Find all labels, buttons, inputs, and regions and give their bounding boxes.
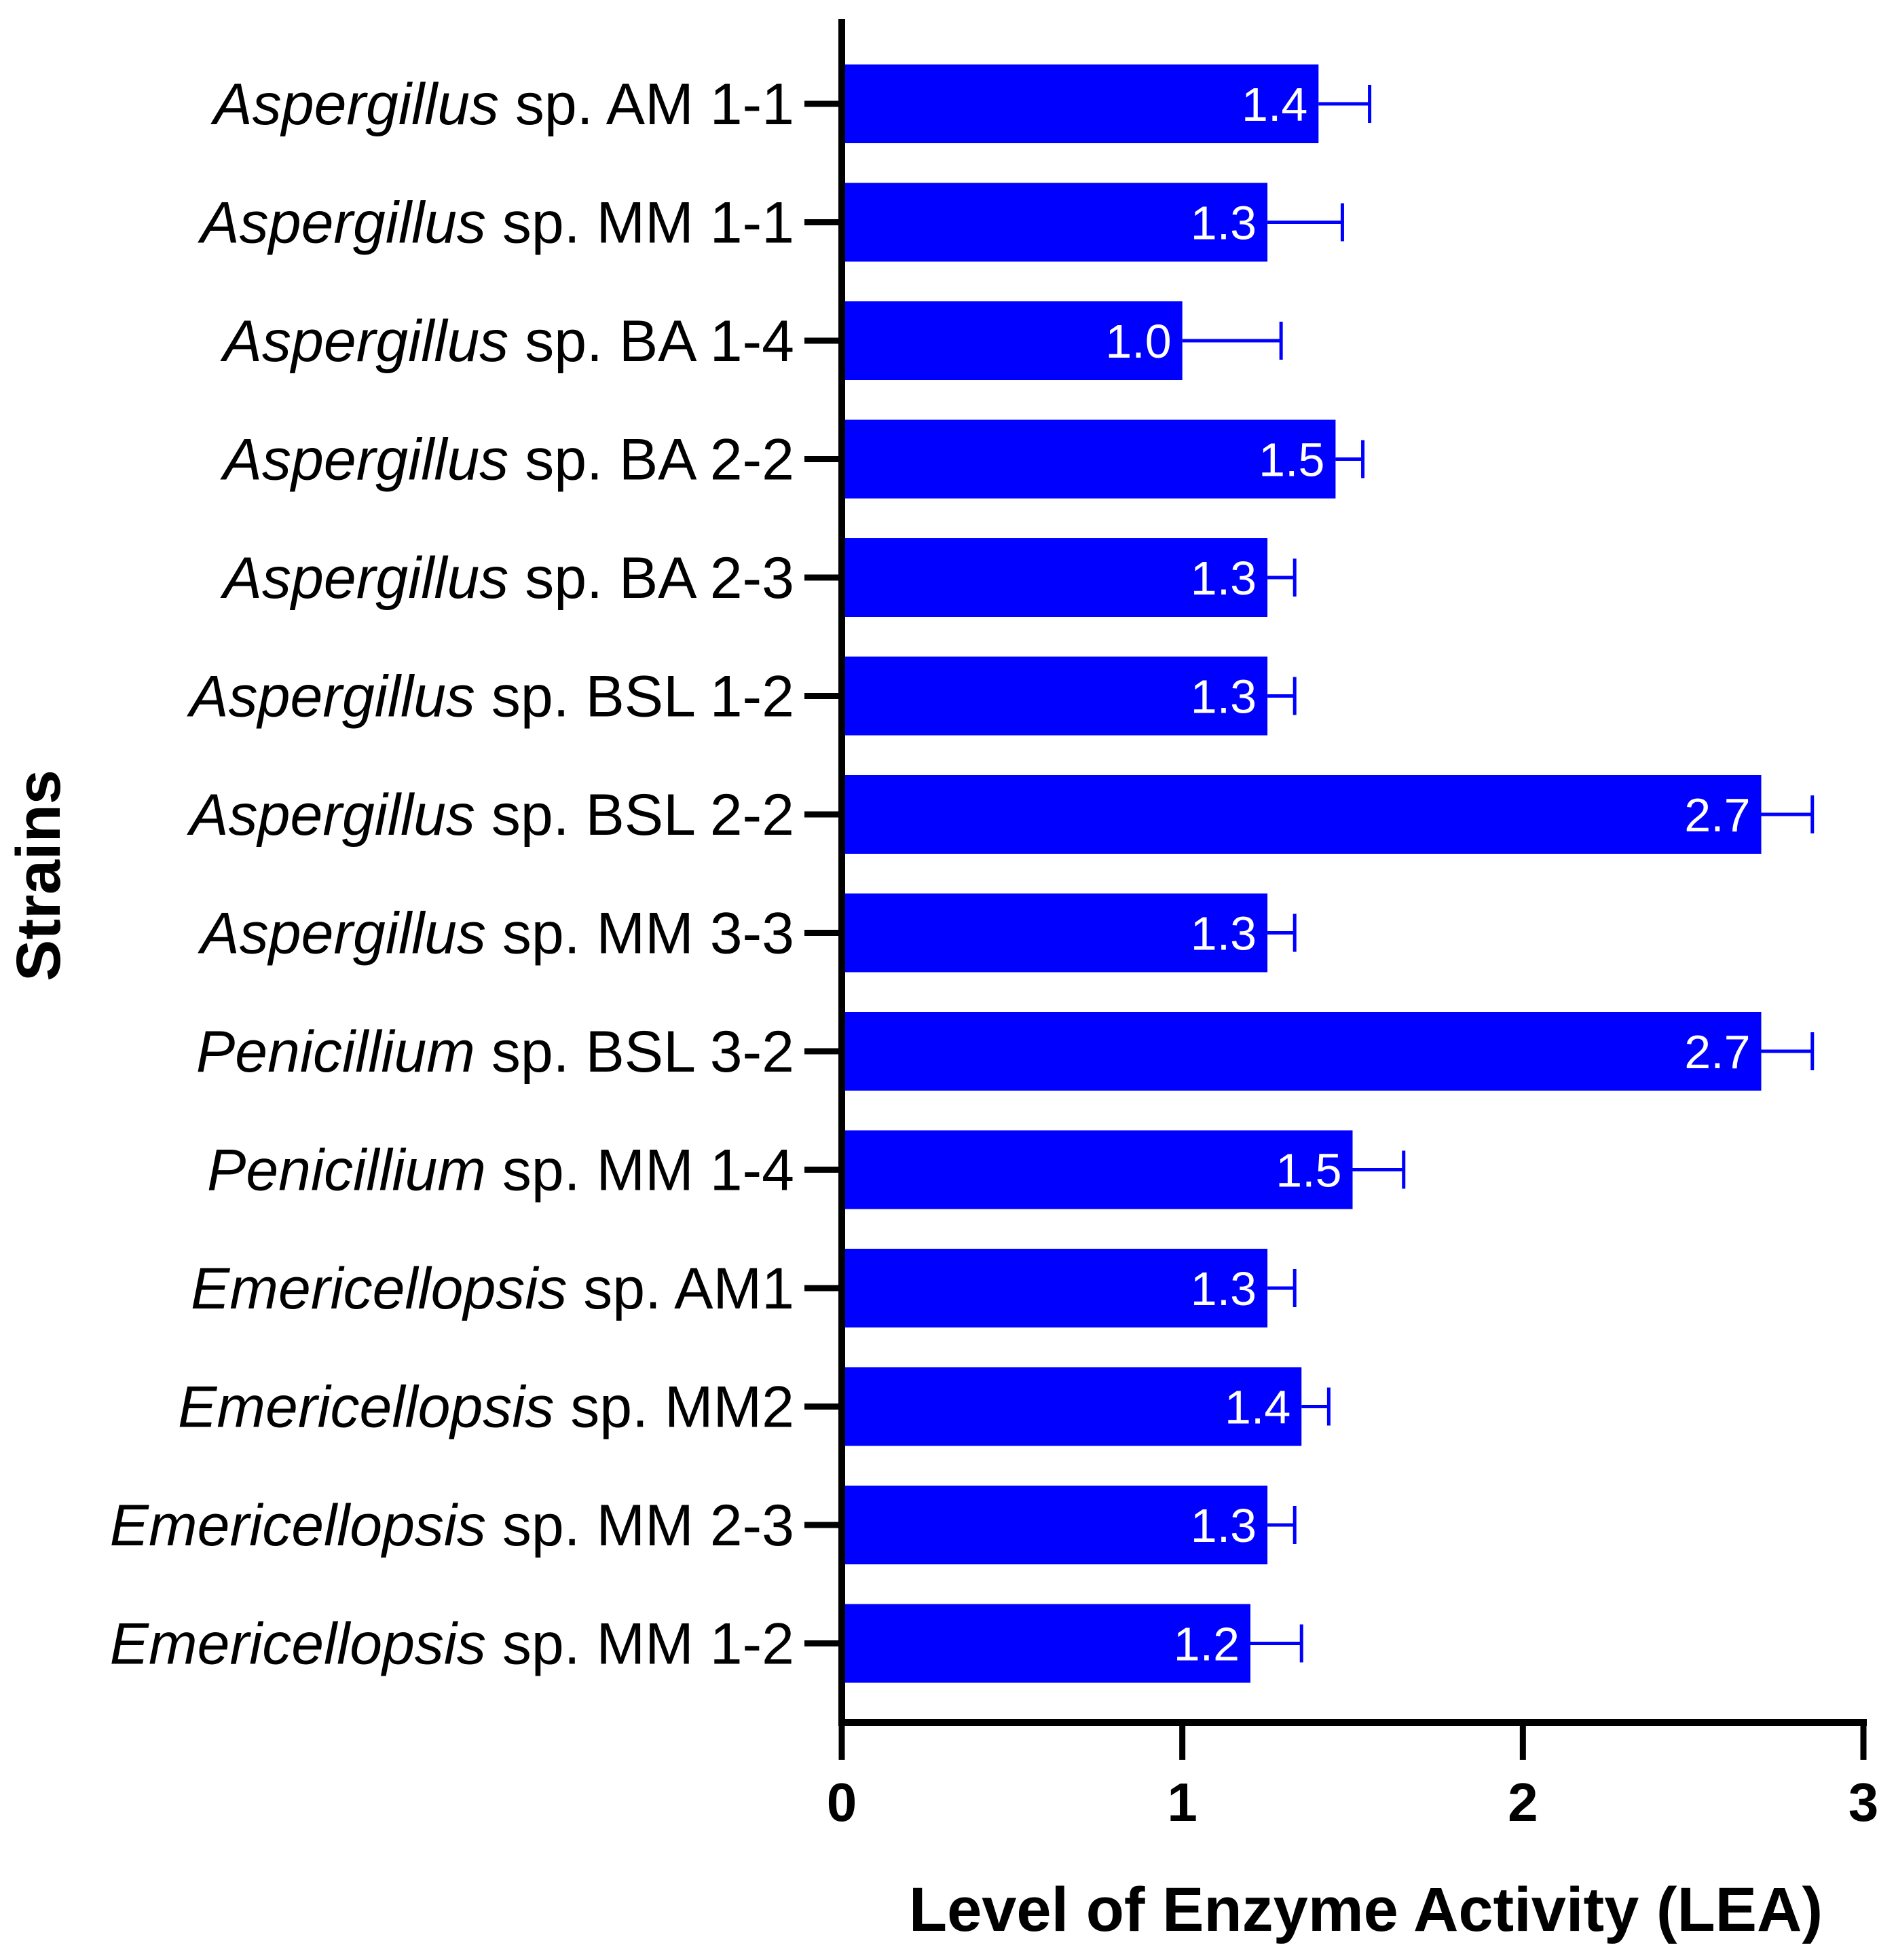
bar-value-label: 2.7 bbox=[1684, 789, 1750, 842]
bar bbox=[842, 538, 1268, 617]
category-genus: Aspergillus bbox=[186, 783, 475, 848]
category-genus: Aspergillus bbox=[197, 901, 486, 966]
category-genus: Aspergillus bbox=[186, 664, 475, 730]
bar-value-label: 1.3 bbox=[1191, 1499, 1257, 1552]
error-bars-layer bbox=[1182, 85, 1815, 1663]
category-genus: Aspergillus bbox=[220, 428, 509, 493]
bar bbox=[842, 419, 1336, 499]
bar-value-label: 1.2 bbox=[1174, 1618, 1240, 1671]
category-genus: Aspergillus bbox=[220, 309, 509, 374]
category-suffix: sp. BA 2-3 bbox=[508, 546, 794, 611]
bar-value-label: 1.5 bbox=[1276, 1144, 1341, 1197]
x-tick-label: 1 bbox=[1167, 1772, 1197, 1832]
bar-value-label: 2.7 bbox=[1684, 1025, 1750, 1078]
bar bbox=[842, 1130, 1353, 1209]
category-label: Penicillium sp. MM 1-4 bbox=[207, 1138, 794, 1203]
category-genus: Aspergillus bbox=[197, 191, 486, 256]
bar bbox=[842, 1367, 1302, 1446]
category-genus: Emericellopsis bbox=[110, 1493, 486, 1558]
category-suffix: sp. MM2 bbox=[554, 1375, 794, 1440]
category-label: Emericellopsis sp. MM2 bbox=[178, 1375, 794, 1440]
category-suffix: sp. BSL 3-2 bbox=[475, 1019, 794, 1085]
category-suffix: sp. AM 1-1 bbox=[499, 72, 794, 137]
bar-value-label: 1.5 bbox=[1259, 434, 1324, 487]
bar-value-label: 1.3 bbox=[1191, 552, 1257, 605]
category-label: Aspergillus sp. BA 1-4 bbox=[220, 309, 794, 374]
category-suffix: sp. MM 1-1 bbox=[486, 191, 794, 256]
category-suffix: sp. MM 3-3 bbox=[486, 901, 794, 966]
x-tick-label: 0 bbox=[827, 1772, 857, 1832]
bar bbox=[842, 64, 1319, 143]
category-label: Emericellopsis sp. MM 2-3 bbox=[110, 1493, 794, 1558]
category-label: Aspergillus sp. MM 1-1 bbox=[197, 191, 794, 256]
category-genus: Emericellopsis bbox=[178, 1375, 554, 1440]
category-suffix: sp. MM 1-4 bbox=[486, 1138, 794, 1203]
category-genus: Aspergillus bbox=[220, 546, 509, 611]
bar bbox=[842, 1604, 1250, 1683]
bar bbox=[842, 1249, 1268, 1327]
category-genus: Emericellopsis bbox=[191, 1256, 567, 1321]
bar bbox=[842, 656, 1268, 736]
category-label: Aspergillus sp. BSL 1-2 bbox=[186, 664, 794, 730]
x-tick-label: 3 bbox=[1848, 1772, 1879, 1832]
category-suffix: sp. MM 2-3 bbox=[486, 1493, 794, 1558]
category-label: Aspergillus sp. BA 2-2 bbox=[220, 428, 794, 493]
category-label: Emericellopsis sp. AM1 bbox=[191, 1256, 794, 1321]
bar-value-label: 1.3 bbox=[1191, 1262, 1257, 1315]
bars-layer bbox=[842, 64, 1762, 1683]
bar bbox=[842, 1012, 1762, 1091]
bar bbox=[842, 183, 1268, 262]
category-genus: Penicillium bbox=[196, 1019, 475, 1085]
category-label: Aspergillus sp. BSL 2-2 bbox=[186, 783, 794, 848]
bar-value-label: 1.3 bbox=[1191, 671, 1257, 723]
category-suffix: sp. BSL 2-2 bbox=[475, 783, 794, 848]
category-genus: Penicillium bbox=[207, 1138, 486, 1203]
category-label: Aspergillus sp. AM 1-1 bbox=[210, 72, 794, 137]
category-suffix: sp. AM1 bbox=[567, 1256, 794, 1321]
bar-value-label: 1.4 bbox=[1225, 1381, 1290, 1434]
category-suffix: sp. BSL 1-2 bbox=[475, 664, 794, 730]
bar bbox=[842, 1486, 1268, 1564]
bar-value-label: 1.3 bbox=[1191, 907, 1257, 960]
category-label: Penicillium sp. BSL 3-2 bbox=[196, 1019, 794, 1085]
category-label: Aspergillus sp. BA 2-3 bbox=[220, 546, 794, 611]
category-suffix: sp. MM 1-2 bbox=[486, 1612, 794, 1677]
category-suffix: sp. BA 2-2 bbox=[508, 428, 794, 493]
bar bbox=[842, 775, 1762, 854]
x-axis-title: Level of Enzyme Activity (LEA) bbox=[909, 1875, 1823, 1944]
bar bbox=[842, 301, 1183, 380]
data-labels-layer: 1.4 1.3 1.0 1.5 1.3 1.3 2.7 1.3 2.7 1.5 1.3 1.4 1.3 1… bbox=[1105, 78, 1750, 1671]
x-tick-label: 2 bbox=[1508, 1772, 1538, 1832]
bar-value-label: 1.4 bbox=[1242, 78, 1307, 131]
ticks-layer: 0 1 2 3 bbox=[804, 100, 1879, 1832]
category-genus: Aspergillus bbox=[210, 72, 499, 137]
bar bbox=[842, 893, 1268, 973]
category-genus: Emericellopsis bbox=[110, 1612, 486, 1677]
category-label: Aspergillus sp. MM 3-3 bbox=[197, 901, 794, 966]
axes-layer bbox=[838, 19, 1867, 1726]
category-label: Emericellopsis sp. MM 1-2 bbox=[110, 1612, 794, 1677]
bar-value-label: 1.3 bbox=[1191, 197, 1257, 250]
category-suffix: sp. BA 1-4 bbox=[508, 309, 794, 374]
bar-value-label: 1.0 bbox=[1105, 315, 1171, 368]
y-axis-title: Strains bbox=[4, 770, 73, 981]
